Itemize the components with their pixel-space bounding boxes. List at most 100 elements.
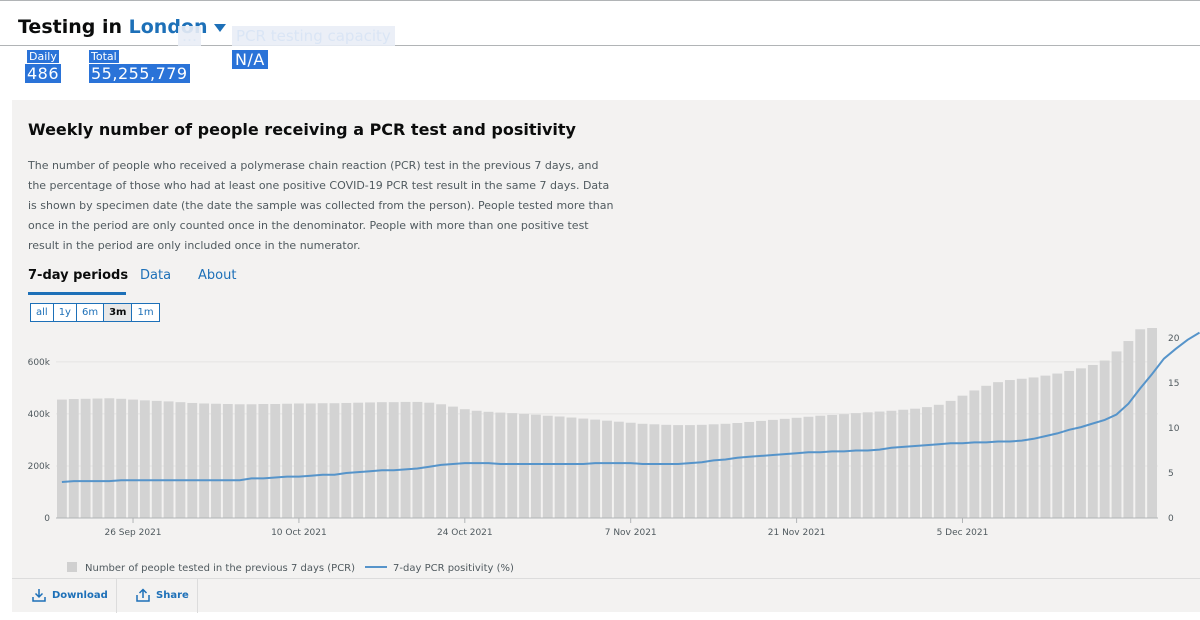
bar xyxy=(246,404,257,518)
tab-ghost-hidden[interactable]: … xyxy=(178,26,201,46)
x-tick-label: 21 Nov 2021 xyxy=(768,528,826,538)
tab-data[interactable]: Data xyxy=(140,268,172,283)
bar xyxy=(519,413,529,518)
legend-line-label: 7-day PCR positivity (%) xyxy=(393,563,514,574)
active-tab-underline xyxy=(28,292,126,295)
bar xyxy=(222,404,233,518)
toolbar-divider xyxy=(197,579,198,613)
bar xyxy=(839,414,849,518)
bar xyxy=(898,409,909,518)
toolbar-divider xyxy=(116,579,117,613)
bar xyxy=(649,424,660,518)
bar xyxy=(696,424,707,518)
bar xyxy=(270,404,281,518)
bar xyxy=(791,417,802,518)
bar xyxy=(1004,380,1015,518)
range-3m-button[interactable]: 3m xyxy=(104,304,133,321)
bar xyxy=(1147,328,1157,518)
legend-line-swatch xyxy=(365,566,388,568)
bar xyxy=(1123,341,1134,518)
bar xyxy=(211,403,221,518)
download-icon xyxy=(32,589,46,602)
bar xyxy=(993,382,1003,518)
bar xyxy=(175,402,186,518)
bar xyxy=(922,407,932,518)
bar xyxy=(1135,329,1146,518)
card-description: The number of people who received a poly… xyxy=(28,159,614,252)
tab-7-day-periods[interactable]: 7-day periods xyxy=(28,268,129,283)
bar xyxy=(815,415,826,518)
share-button[interactable]: Share xyxy=(136,579,189,613)
bar xyxy=(827,414,838,518)
bar xyxy=(1099,360,1110,518)
download-button[interactable]: Download xyxy=(32,579,108,613)
bar xyxy=(910,408,921,518)
bar xyxy=(57,399,67,518)
bar xyxy=(625,422,636,518)
bar xyxy=(673,425,684,518)
bar xyxy=(282,403,292,518)
tab-pcr-testing-capacity[interactable]: PCR testing capacity xyxy=(232,26,395,46)
bar xyxy=(293,403,304,518)
bar xyxy=(720,423,731,518)
bar xyxy=(104,398,115,518)
card-title: Weekly number of people receiving a PCR … xyxy=(28,120,576,139)
y-right-tick-label: 0 xyxy=(1168,514,1174,524)
y-left-tick-label: 0 xyxy=(44,514,50,524)
share-label: Share xyxy=(156,590,189,601)
bar xyxy=(353,402,364,518)
bar xyxy=(1028,377,1039,518)
page-header: Testing in London … PCR testing capacity xyxy=(0,4,1200,46)
bar xyxy=(1052,373,1063,518)
share-icon xyxy=(136,588,150,602)
bar xyxy=(483,411,494,518)
bar xyxy=(187,402,198,518)
bar xyxy=(1076,368,1086,518)
y-left-tick-label: 400k xyxy=(28,410,51,420)
bar xyxy=(969,390,980,518)
y-right-tick-label: 10 xyxy=(1168,424,1180,434)
bar xyxy=(850,413,861,518)
bar xyxy=(554,416,565,518)
bar xyxy=(602,420,612,518)
bar xyxy=(388,402,399,518)
bar xyxy=(234,404,245,518)
chart-plot: 0 200k 400k 600k 0 5 10 15 20 26 Sep 2021 10 Oct 2… xyxy=(28,328,1200,538)
x-tick-label: 7 Nov 2021 xyxy=(605,528,657,538)
bar xyxy=(68,399,79,518)
y-left-tick-label: 600k xyxy=(28,358,51,368)
range-selector: all 1y 6m 3m 1m xyxy=(30,303,160,322)
bar xyxy=(542,415,553,518)
bar xyxy=(163,401,174,518)
daily-value: 486 xyxy=(25,64,62,83)
bar xyxy=(933,404,944,518)
x-tick-label: 10 Oct 2021 xyxy=(271,528,327,538)
range-1y-button[interactable]: 1y xyxy=(54,304,77,321)
caret-down-icon[interactable] xyxy=(213,23,226,32)
bar xyxy=(376,402,387,518)
y-left-tick-label: 200k xyxy=(28,462,51,472)
bar xyxy=(424,402,435,518)
bar xyxy=(613,421,624,518)
tab-about[interactable]: About xyxy=(198,268,237,283)
bar xyxy=(637,423,648,518)
bar xyxy=(341,402,352,518)
bar xyxy=(566,417,577,518)
download-label: Download xyxy=(52,590,108,601)
x-tick-label: 24 Oct 2021 xyxy=(437,528,493,538)
range-1m-button[interactable]: 1m xyxy=(137,307,154,318)
total-value: 55,255,779 xyxy=(89,64,190,83)
daily-label: Daily xyxy=(27,50,59,63)
bar xyxy=(590,419,601,518)
bar xyxy=(1064,370,1075,518)
bar xyxy=(258,404,269,518)
bar xyxy=(199,403,210,518)
bar xyxy=(744,421,755,518)
range-all-button[interactable]: all xyxy=(31,304,54,321)
bar xyxy=(116,398,127,518)
bar xyxy=(329,403,340,518)
total-label: Total xyxy=(89,50,119,63)
x-tick-label: 5 Dec 2021 xyxy=(937,528,989,538)
range-6m-button[interactable]: 6m xyxy=(77,304,105,321)
bar xyxy=(1087,364,1098,518)
